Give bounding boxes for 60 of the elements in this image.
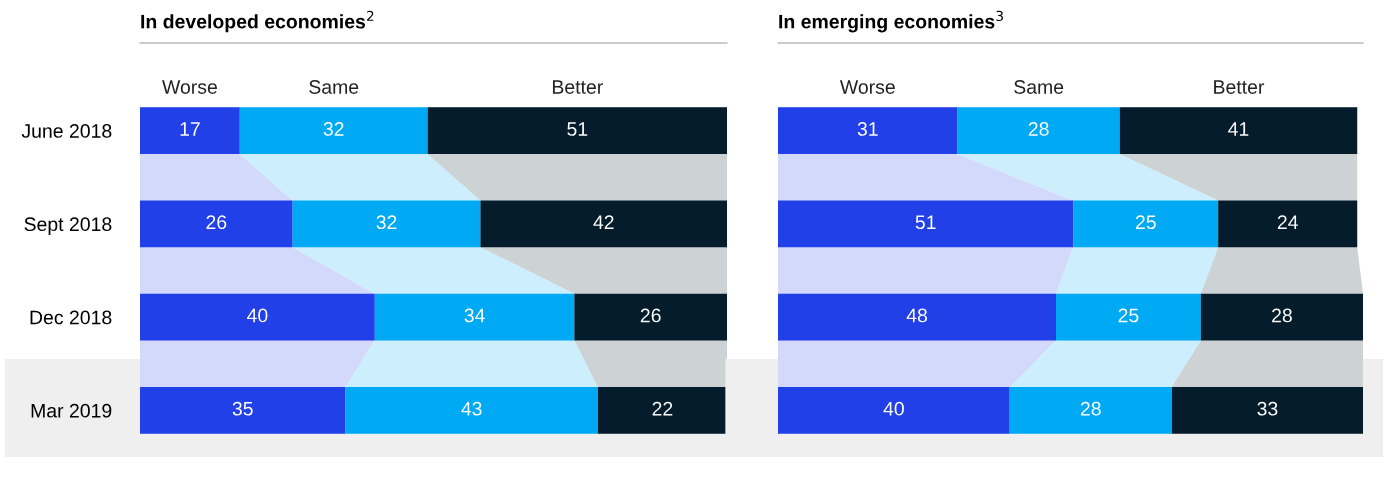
bar [140, 200, 293, 248]
series-label: Worse [839, 80, 895, 94]
data-label: 51 [567, 122, 588, 136]
bar [597, 387, 727, 434]
data-label: 25 [1118, 308, 1139, 323]
bar [778, 200, 1074, 248]
series-label: Better [552, 80, 603, 94]
data-label: 34 [464, 308, 485, 323]
series-label: Better [1214, 80, 1265, 94]
bar [140, 387, 346, 434]
bar [957, 107, 1120, 154]
bar [292, 200, 481, 248]
y-tick-label: June 2018 [21, 124, 112, 138]
bar [1009, 387, 1172, 434]
bar [1073, 200, 1219, 248]
data-label: 35 [232, 401, 253, 416]
data-label: 28 [1080, 401, 1101, 416]
data-label: 43 [461, 401, 482, 416]
chart-title: In emerging economies$^{3}$ [779, 10, 1003, 33]
data-label: 41 [1228, 122, 1249, 136]
y-tick-label: Mar 2019 [31, 403, 112, 418]
data-label: 48 [906, 308, 927, 323]
bar [1218, 200, 1358, 248]
data-label: 40 [883, 401, 904, 416]
data-label: 32 [376, 215, 397, 230]
data-label: 22 [652, 401, 673, 416]
data-label: 33 [1257, 401, 1278, 416]
data-label: 26 [206, 215, 227, 230]
bar [574, 293, 727, 341]
data-label: 17 [180, 122, 200, 136]
series-label: Worse [162, 80, 217, 94]
series-label: Same [309, 80, 359, 94]
bar [140, 107, 240, 154]
data-label: 42 [593, 215, 614, 229]
bar [345, 387, 598, 434]
data-label: 28 [1272, 308, 1292, 323]
data-label: 32 [323, 122, 344, 136]
bar [427, 107, 727, 154]
bar [778, 387, 1010, 434]
bar [1200, 293, 1363, 341]
bar [140, 293, 375, 341]
y-tick-label: Sept 2018 [24, 217, 112, 235]
bar [778, 293, 1057, 341]
bar [374, 293, 575, 341]
chart-title: In developed economies$^{2}$ [141, 10, 374, 33]
data-label: 40 [247, 308, 268, 323]
series-label: Same [1014, 80, 1064, 94]
bar [778, 107, 958, 154]
data-label: 24 [1277, 215, 1298, 229]
bar [1056, 293, 1201, 341]
data-label: 25 [1135, 215, 1156, 230]
bar [239, 107, 428, 154]
data-label: 31 [857, 122, 878, 136]
bar [480, 200, 727, 248]
data-label: 51 [915, 215, 936, 230]
bar [1171, 387, 1363, 434]
data-label: 28 [1028, 122, 1049, 136]
bar [1119, 107, 1358, 154]
data-label: 26 [640, 308, 661, 323]
y-tick-label: Dec 2018 [30, 310, 112, 325]
